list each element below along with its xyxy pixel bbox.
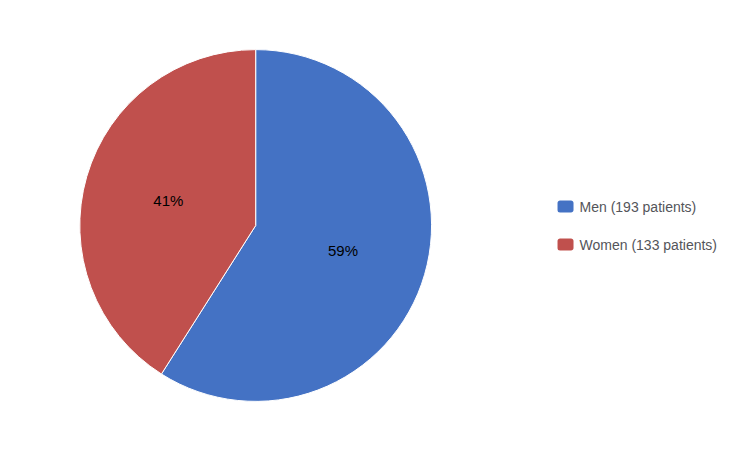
svg-text:Women (133 patients): Women (133 patients) [580,237,717,253]
svg-text:Men (193 patients): Men (193 patients) [580,199,697,215]
svg-text:41%: 41% [153,192,183,209]
svg-text:59%: 59% [328,242,358,259]
